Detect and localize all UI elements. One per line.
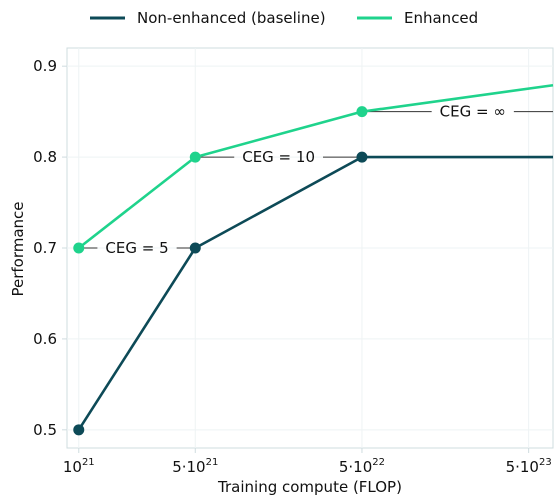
y-tick-label: 0.5 [33, 421, 57, 439]
x-tick-label-base: 5·10 [172, 458, 205, 476]
x-tick-label-base: 5·10 [339, 458, 372, 476]
x-tick-label: 5·1023 [506, 457, 552, 476]
baseline-point [73, 424, 85, 436]
x-tick-label-exponent: 21 [82, 457, 95, 468]
y-tick-label: 0.6 [33, 330, 57, 348]
legend: Non-enhanced (baseline) Enhanced [90, 9, 478, 27]
enhanced-point [189, 151, 201, 163]
y-axis-label: Performance [9, 201, 27, 296]
enhanced-series-line [77, 83, 554, 250]
enhanced-point [356, 106, 368, 118]
x-tick-label-exponent: 23 [539, 457, 552, 468]
annotation-label: CEG = 10 [242, 148, 315, 166]
legend-label-baseline: Non-enhanced (baseline) [137, 9, 326, 27]
x-axis-label: Training compute (FLOP) [217, 478, 402, 496]
y-axis-ticks: 0.5 0.6 0.7 0.8 0.9 [33, 57, 67, 439]
plot-area: CEG = 5 CEG = 10 CEG = ∞ [66, 47, 554, 449]
x-tick-label-base: 10 [63, 458, 82, 476]
baseline-point [189, 242, 201, 254]
series-markers [73, 106, 368, 436]
annotation-label: CEG = ∞ [440, 103, 506, 121]
x-tick-label-exponent: 21 [206, 457, 219, 468]
annotations: CEG = 5 CEG = 10 CEG = ∞ [78, 103, 553, 257]
enhanced-point [73, 242, 85, 254]
y-tick-label: 0.7 [33, 239, 57, 257]
y-tick-label: 0.9 [33, 57, 57, 75]
x-tick-label: 1021 [63, 457, 95, 476]
x-tick-label-exponent: 22 [372, 457, 385, 468]
baseline-series-line [77, 155, 553, 431]
baseline-point [356, 151, 368, 163]
annotation-label: CEG = 5 [105, 239, 168, 257]
x-tick-label: 5·1022 [339, 457, 385, 476]
x-axis-ticks: 1021 5·1021 5·1022 5·1023 [63, 448, 552, 476]
y-tick-label: 0.8 [33, 148, 57, 166]
series-lines [77, 83, 554, 431]
x-tick-label: 5·1021 [172, 457, 218, 476]
legend-label-enhanced: Enhanced [404, 9, 478, 27]
x-tick-label-base: 5·10 [506, 458, 539, 476]
